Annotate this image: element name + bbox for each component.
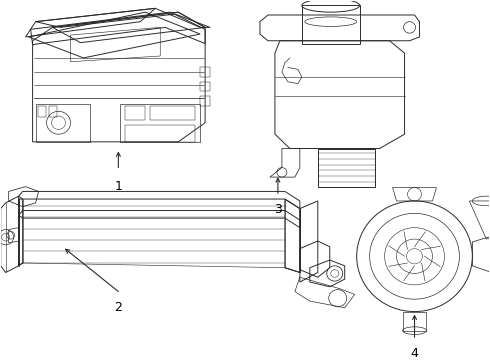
Text: 3: 3 [274, 203, 282, 216]
Text: 2: 2 [115, 301, 122, 314]
Text: 4: 4 [411, 347, 418, 360]
Text: 1: 1 [115, 180, 122, 193]
